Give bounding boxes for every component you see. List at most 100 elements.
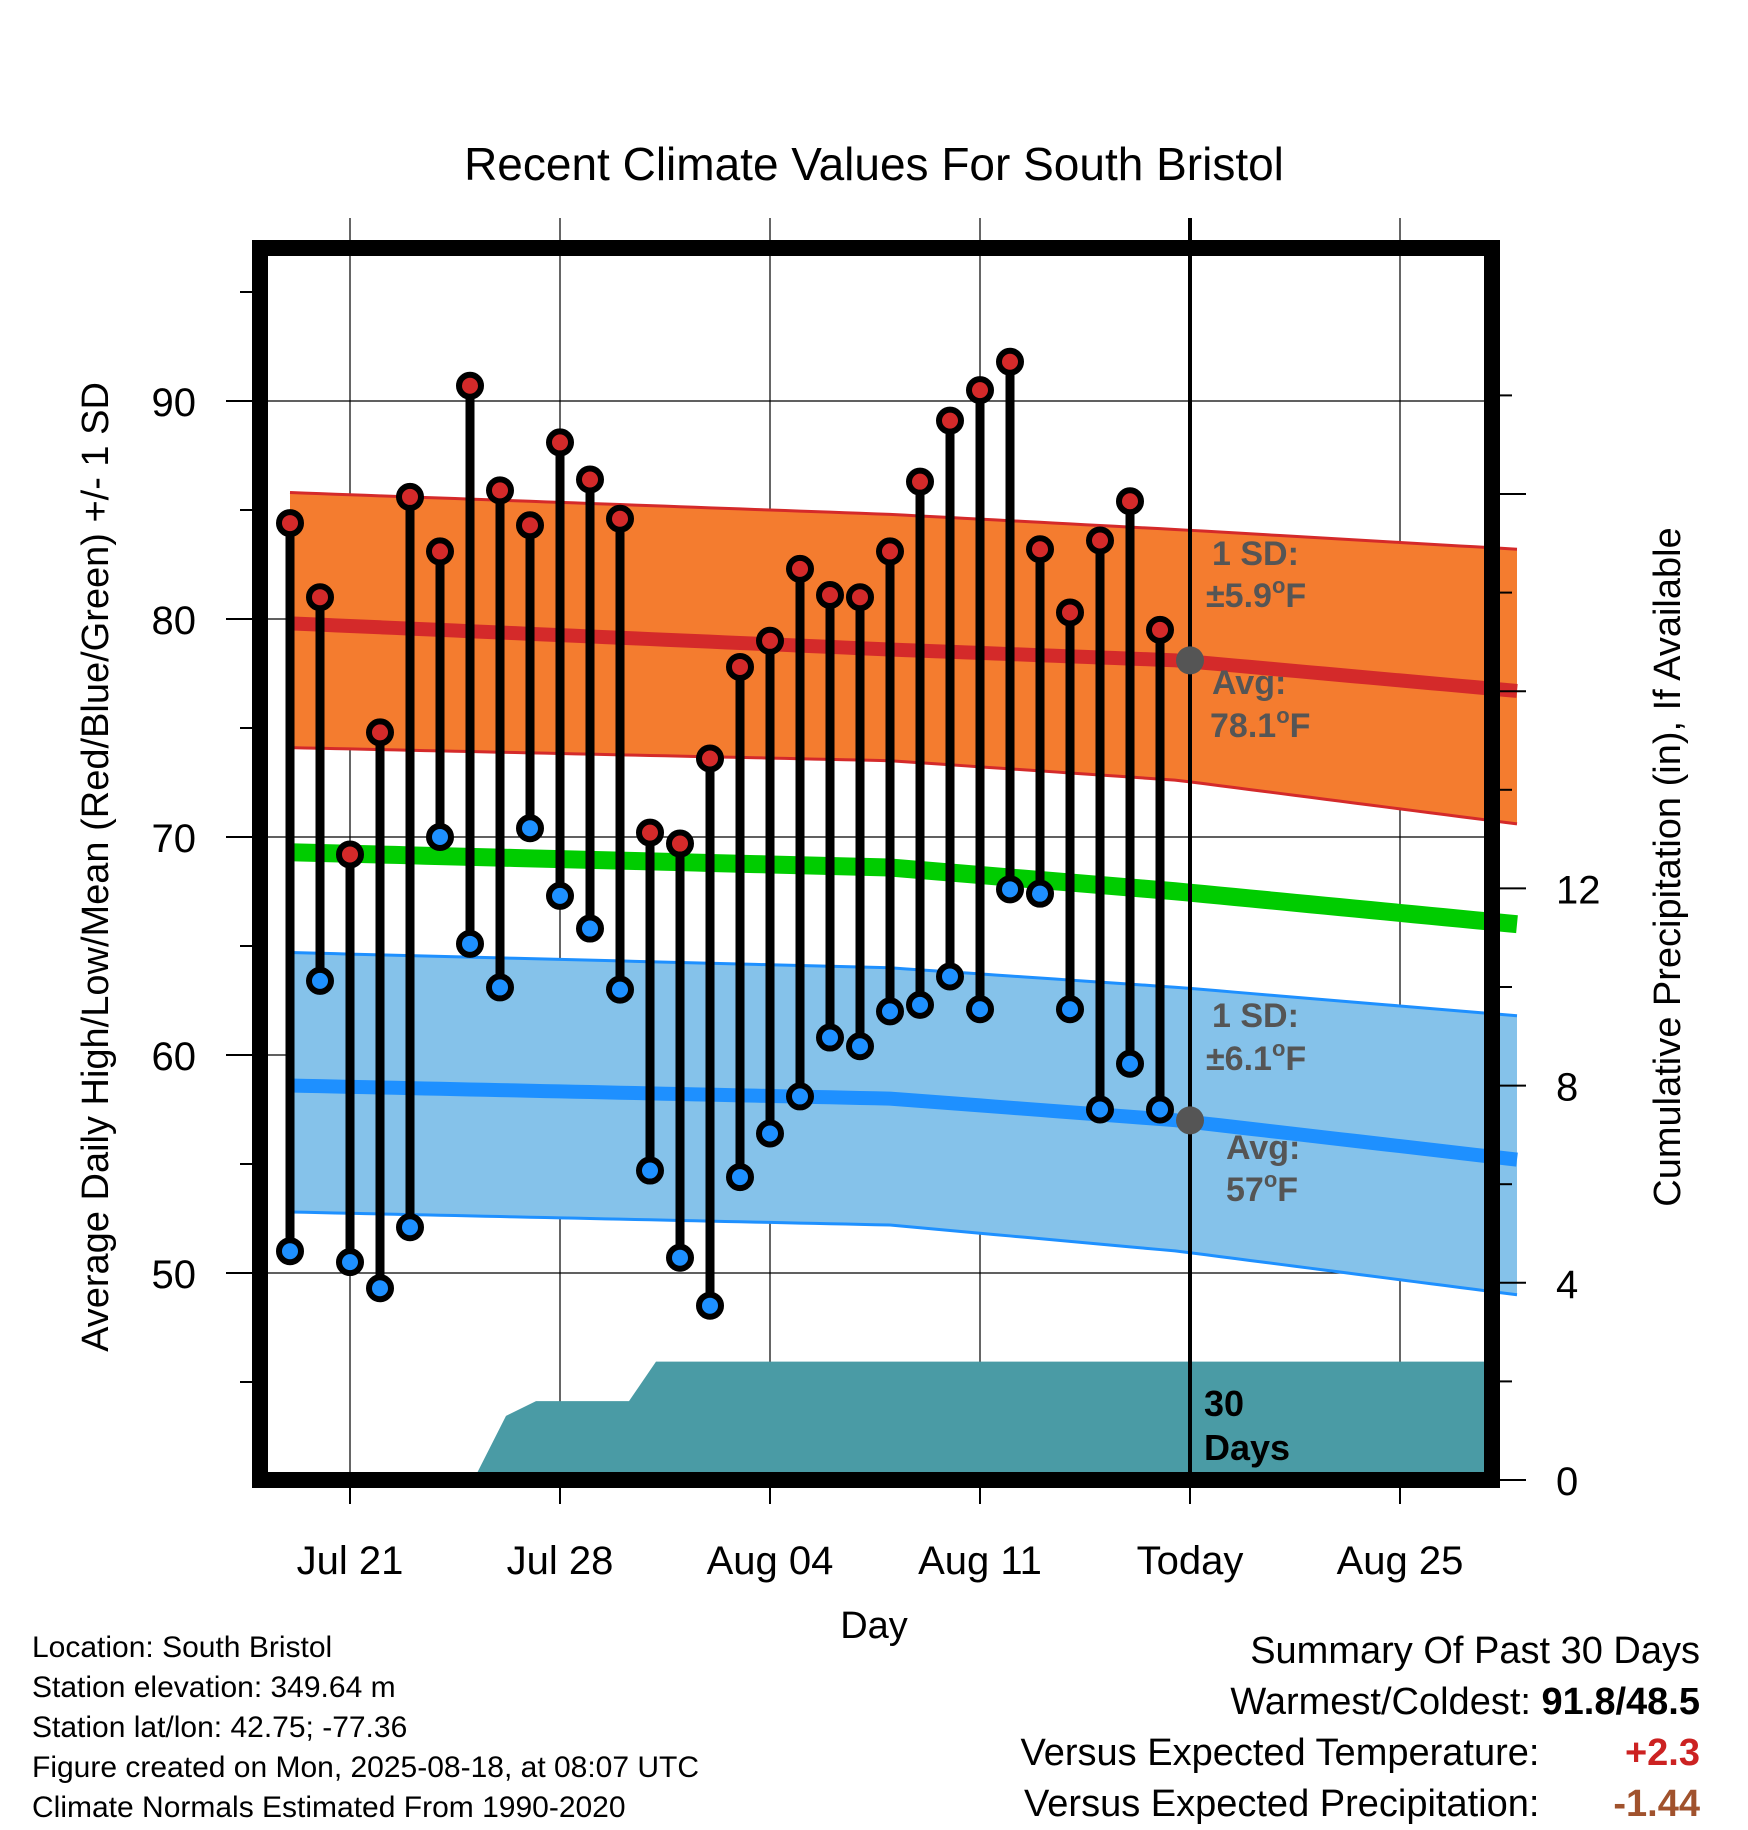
- high-avg-label: Avg:: [1212, 664, 1286, 702]
- x-tick-label-1: Jul 28: [507, 1539, 614, 1583]
- temperature-sticks: [276, 347, 1204, 1320]
- low-point-4: [396, 1213, 424, 1242]
- low-avg-label: Avg:: [1226, 1129, 1300, 1167]
- temp-value: +2.3: [1624, 1732, 1700, 1774]
- low-sd-label: 1 SD:: [1212, 997, 1299, 1035]
- low-point-25: [1026, 879, 1054, 908]
- low-point-23: [966, 995, 994, 1024]
- created-text: Figure created on Mon, 2025-08-18, at 08…: [32, 1751, 700, 1784]
- high-point-14: [696, 744, 724, 773]
- high-point-18: [816, 581, 844, 610]
- normal-bands: [289, 491, 1518, 1297]
- high-point-19: [846, 583, 874, 612]
- elevation-text: Station elevation: 349.64 m: [32, 1671, 396, 1704]
- plot-frame: [252, 240, 1500, 1488]
- high-point-26: [1056, 598, 1084, 627]
- low-point-11: [606, 975, 634, 1004]
- low-point-20: [876, 997, 904, 1026]
- summary-panel: Summary Of Past 30 Days Warmest/Coldest:…: [1021, 1626, 1700, 1830]
- low-point-16: [756, 1119, 784, 1148]
- high-point-29: [1146, 615, 1174, 644]
- low-point-14: [696, 1291, 724, 1320]
- high-avg-value: 78.1oF: [1210, 703, 1310, 745]
- y-tick-label-80: 80: [152, 599, 197, 643]
- high-point-5: [426, 537, 454, 566]
- axes: Jul 21 Jul 28 Aug 04 Aug 11 Today Aug 25 50 60 7…: [152, 291, 1601, 1583]
- warm-cold-value: 91.8/48.5: [1541, 1681, 1700, 1723]
- high-point-22: [936, 406, 964, 435]
- summary-heading: Summary Of Past 30 Days: [1250, 1630, 1700, 1672]
- high-point-7: [486, 476, 514, 505]
- low-point-26: [1056, 995, 1084, 1024]
- high-sd-value: ±5.9oF: [1206, 573, 1306, 615]
- y-axis-title: Average Daily High/Low/Mean (Red/Blue/Gr…: [75, 382, 117, 1352]
- window-days-label: Days: [1204, 1427, 1290, 1468]
- y2-axis-title: Cumulative Precipitation (in), If Availa…: [1647, 527, 1689, 1206]
- low-point-12: [636, 1156, 664, 1185]
- y-tick-label-50: 50: [152, 1253, 197, 1297]
- low-point-5: [426, 823, 454, 851]
- high-point-20: [876, 537, 904, 566]
- summary-warm-cold: Warmest/Coldest: 91.8/48.5: [1021, 1677, 1700, 1728]
- station-info: Location: South Bristol Station elevatio…: [32, 1628, 699, 1828]
- low-point-0: [276, 1237, 304, 1266]
- low-sd-band: [290, 952, 1517, 1295]
- summary-precip: Versus Expected Precipitation: -1.44: [1021, 1779, 1700, 1830]
- high-sd-band-lower-edge: [289, 746, 1518, 826]
- high-sd-label: 1 SD:: [1212, 535, 1299, 573]
- precip-label: Versus Expected Precipitation:: [1024, 1783, 1540, 1825]
- low-point-2: [336, 1248, 364, 1277]
- high-point-25: [1026, 535, 1054, 564]
- x-tick-label-2: Aug 04: [707, 1539, 834, 1583]
- latlon-text: Station lat/lon: 42.75; -77.36: [32, 1711, 408, 1744]
- high-point-23: [966, 376, 994, 405]
- low-point-17: [786, 1082, 814, 1111]
- high-point-1: [306, 583, 334, 612]
- low-point-3: [366, 1274, 394, 1303]
- high-normal-line: [289, 616, 1518, 698]
- high-point-21: [906, 467, 934, 496]
- x-tick-label-3: Aug 11: [918, 1539, 1042, 1583]
- low-point-9: [546, 881, 574, 910]
- low-point-1: [306, 966, 334, 995]
- x-axis-title: Day: [840, 1605, 908, 1647]
- high-sd-band: [290, 492, 1517, 824]
- low-avg-value: 57oF: [1226, 1167, 1298, 1209]
- y2-tick-label-4: 4: [1556, 1263, 1578, 1307]
- high-point-24: [996, 347, 1024, 376]
- window-days-number: 30: [1204, 1383, 1244, 1424]
- high-point-15: [726, 652, 754, 681]
- x-tick-label-0: Jul 21: [297, 1539, 404, 1583]
- low-normal-line: [289, 1078, 1518, 1167]
- warm-cold-label: Warmest/Coldest:: [1230, 1681, 1531, 1723]
- precip-area: [290, 1361, 1484, 1480]
- low-sd-value: ±6.1oF: [1206, 1036, 1306, 1078]
- y2-tick-label-8: 8: [1556, 1066, 1578, 1110]
- x-tick-label-4: Today: [1137, 1539, 1244, 1583]
- low-point-21: [906, 990, 934, 1019]
- low-point-18: [816, 1023, 844, 1052]
- high-point-17: [786, 554, 814, 583]
- y-tick-label-60: 60: [152, 1035, 197, 1079]
- high-point-13: [666, 829, 694, 858]
- low-sd-band-lower-edge: [289, 1210, 1518, 1297]
- high-point-9: [546, 428, 574, 457]
- high-point-8: [516, 511, 544, 540]
- high-point-10: [576, 465, 604, 494]
- high-point-6: [456, 371, 484, 400]
- low-point-13: [666, 1243, 694, 1272]
- high-point-0: [276, 509, 304, 538]
- precipitation-area: [290, 1361, 1484, 1480]
- high-point-2: [336, 840, 364, 869]
- low-point-15: [726, 1163, 754, 1192]
- low-point-28: [1116, 1049, 1144, 1078]
- high-point-11: [606, 504, 634, 533]
- high-point-16: [756, 626, 784, 655]
- high-point-28: [1116, 487, 1144, 516]
- low-point-27: [1086, 1095, 1114, 1124]
- low-sd-band-upper-edge: [289, 951, 1518, 1018]
- today-high-normal-dot: [1176, 646, 1204, 675]
- y-tick-label-90: 90: [152, 381, 197, 425]
- precip-value: -1.44: [1613, 1783, 1700, 1825]
